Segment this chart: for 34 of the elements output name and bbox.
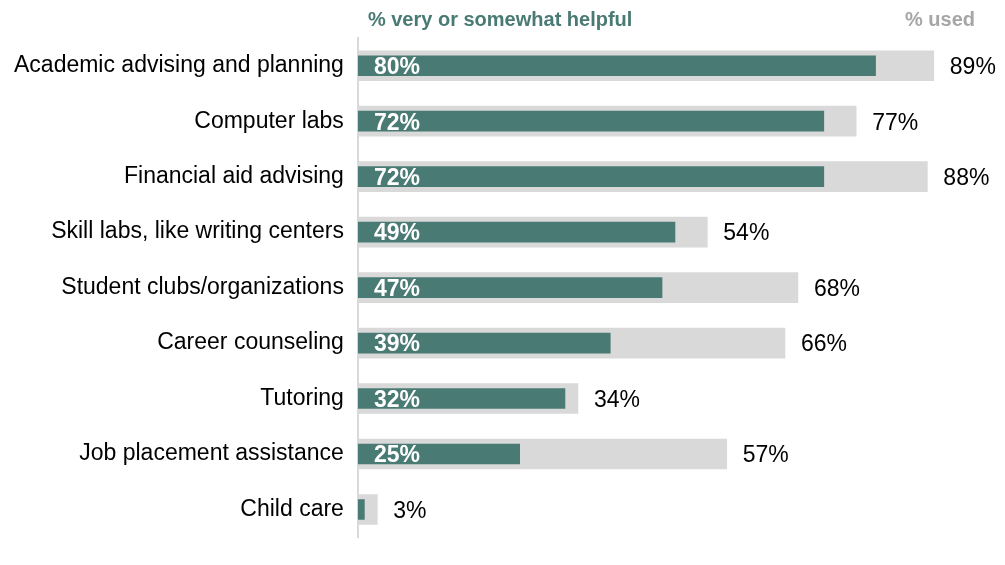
y-tick-label: Child care [240,494,344,521]
bar [357,388,566,409]
bar [357,277,663,298]
bar [357,166,825,187]
bar [357,55,876,77]
data-label: 72% [373,164,420,191]
data-label: 72% [373,108,420,135]
data-label: 3% [393,496,427,523]
data-label: 80% [373,53,420,80]
y-tick-label: Career counseling [157,328,344,355]
data-label: 57% [742,441,789,468]
series-label: % used [904,7,975,30]
bar [357,110,825,132]
y-tick-label: Skill labs, like writing centers [51,217,344,244]
data-label: 39% [373,330,420,357]
y-tick-label: Computer labs [194,106,344,133]
y-tick-label: Financial aid advising [123,162,344,189]
y-tick-label: Job placement assistance [79,439,344,466]
data-label: 54% [723,219,770,246]
data-label: 68% [813,274,860,301]
data-label: 49% [373,219,420,246]
data-label: 47% [373,274,420,301]
bar [357,499,365,520]
data-label: 77% [872,108,919,135]
data-label: 34% [593,385,640,412]
data-label: 25% [373,441,420,468]
y-tick-label: Tutoring [260,383,344,410]
series-label: % very or somewhat helpful [367,7,633,30]
data-label: 88% [943,164,990,191]
data-label: 89% [949,53,996,80]
y-tick-label: Student clubs/organizations [61,272,344,299]
data-label: 32% [373,385,420,412]
y-tick-label: Academic advising and planning [13,51,344,78]
data-label: 66% [800,330,848,357]
